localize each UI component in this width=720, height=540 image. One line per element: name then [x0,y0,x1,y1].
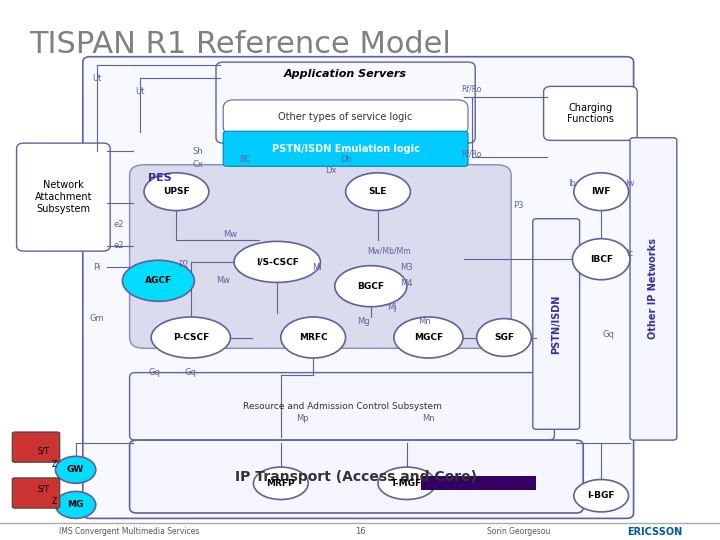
Text: Z: Z [51,497,57,505]
Ellipse shape [55,456,96,483]
Ellipse shape [253,467,308,500]
Text: IP Transport (Access and Core): IP Transport (Access and Core) [235,470,477,483]
FancyBboxPatch shape [216,62,475,143]
Text: Mi: Mi [312,263,322,272]
Ellipse shape [346,173,410,211]
Text: Mp: Mp [296,414,309,423]
Text: SLE: SLE [369,187,387,196]
Text: PSTN/ISDN: PSTN/ISDN [552,294,561,354]
Text: P2: P2 [179,260,189,269]
Ellipse shape [378,467,436,500]
Text: TISPAN R1 Reference Model: TISPAN R1 Reference Model [29,30,451,59]
Text: T-MGF: T-MGF [391,479,423,488]
Text: Sh: Sh [193,147,203,156]
Text: BC: BC [239,155,251,164]
Text: MGCF: MGCF [414,333,443,342]
Text: S/T: S/T [37,484,49,493]
Ellipse shape [234,241,320,282]
Ellipse shape [151,317,230,358]
Text: BGCF: BGCF [357,282,384,291]
Ellipse shape [477,319,531,356]
FancyBboxPatch shape [544,86,637,140]
Text: Mn: Mn [418,317,431,326]
FancyBboxPatch shape [223,131,468,166]
Text: AGCF: AGCF [145,276,172,285]
Text: Mn: Mn [422,414,435,423]
Text: MRFP: MRFP [266,479,295,488]
FancyBboxPatch shape [130,165,511,348]
Text: e2: e2 [114,241,124,250]
FancyBboxPatch shape [12,432,60,462]
Ellipse shape [394,317,463,358]
FancyBboxPatch shape [421,476,536,490]
Text: M4: M4 [400,279,413,288]
Text: UPSF: UPSF [163,187,189,196]
Text: PSTN/ISDN Emulation logic: PSTN/ISDN Emulation logic [271,144,420,154]
Text: Gq: Gq [603,330,614,339]
Ellipse shape [574,173,629,211]
Text: Mj: Mj [387,303,397,312]
Text: Dh: Dh [340,155,351,164]
Text: Application Servers: Application Servers [284,69,407,79]
Text: SGF: SGF [494,333,514,342]
Text: Cx: Cx [192,160,204,169]
Text: Resource and Admission Control Subsystem: Resource and Admission Control Subsystem [243,402,441,411]
Text: Other types of service logic: Other types of service logic [279,112,413,123]
Ellipse shape [574,480,629,512]
Text: Z: Z [51,460,57,469]
FancyBboxPatch shape [17,143,110,251]
Text: e2: e2 [114,220,124,228]
Text: PES: PES [148,173,171,183]
FancyBboxPatch shape [130,373,554,440]
Text: Rf/Ro: Rf/Ro [462,150,482,158]
FancyBboxPatch shape [130,440,583,513]
Text: Rf/Ro: Rf/Ro [462,85,482,93]
Text: Ut: Ut [92,74,102,83]
Text: Other IP Networks: Other IP Networks [649,238,658,340]
Text: GW: GW [67,465,84,474]
Text: I/S-CSCF: I/S-CSCF [256,258,299,266]
Text: P3: P3 [513,201,523,210]
Text: Mw: Mw [216,276,230,285]
Text: Ib: Ib [569,179,576,188]
Text: 16: 16 [355,528,365,536]
Text: Charging
Functions: Charging Functions [567,103,614,124]
Text: Mw: Mw [223,231,238,239]
Ellipse shape [281,317,346,358]
Text: MRFC: MRFC [299,333,328,342]
Text: MG: MG [68,501,84,509]
FancyBboxPatch shape [83,57,634,518]
FancyBboxPatch shape [630,138,677,440]
Ellipse shape [335,266,407,307]
Text: IMS Convergent Multimedia Services: IMS Convergent Multimedia Services [60,528,199,536]
Text: M3: M3 [400,263,413,272]
Text: S/T: S/T [37,447,49,455]
Text: Ut: Ut [135,87,145,96]
Text: Dx: Dx [325,166,337,174]
Text: Gm: Gm [90,314,104,323]
FancyBboxPatch shape [533,219,580,429]
Text: Network
Attachment
Subsystem: Network Attachment Subsystem [35,180,92,214]
Text: Mg: Mg [357,317,370,326]
Text: P-CSCF: P-CSCF [173,333,209,342]
Ellipse shape [144,173,209,211]
Text: Ic: Ic [626,249,634,258]
Text: Pi: Pi [94,263,101,272]
FancyBboxPatch shape [223,100,468,135]
Text: ERICSSON: ERICSSON [628,527,683,537]
Ellipse shape [572,239,630,280]
Ellipse shape [122,260,194,301]
Text: Mw/Mb/Mm: Mw/Mb/Mm [367,247,410,255]
FancyBboxPatch shape [12,478,60,508]
Text: IBCF: IBCF [590,255,613,264]
Text: Sorin Georgesou: Sorin Georgesou [487,528,550,536]
Ellipse shape [55,491,96,518]
Text: Gq: Gq [185,368,197,377]
Text: I-BGF: I-BGF [588,491,615,500]
Text: Iw: Iw [625,179,635,188]
Text: IWF: IWF [592,187,611,196]
Text: Gq: Gq [149,368,161,377]
